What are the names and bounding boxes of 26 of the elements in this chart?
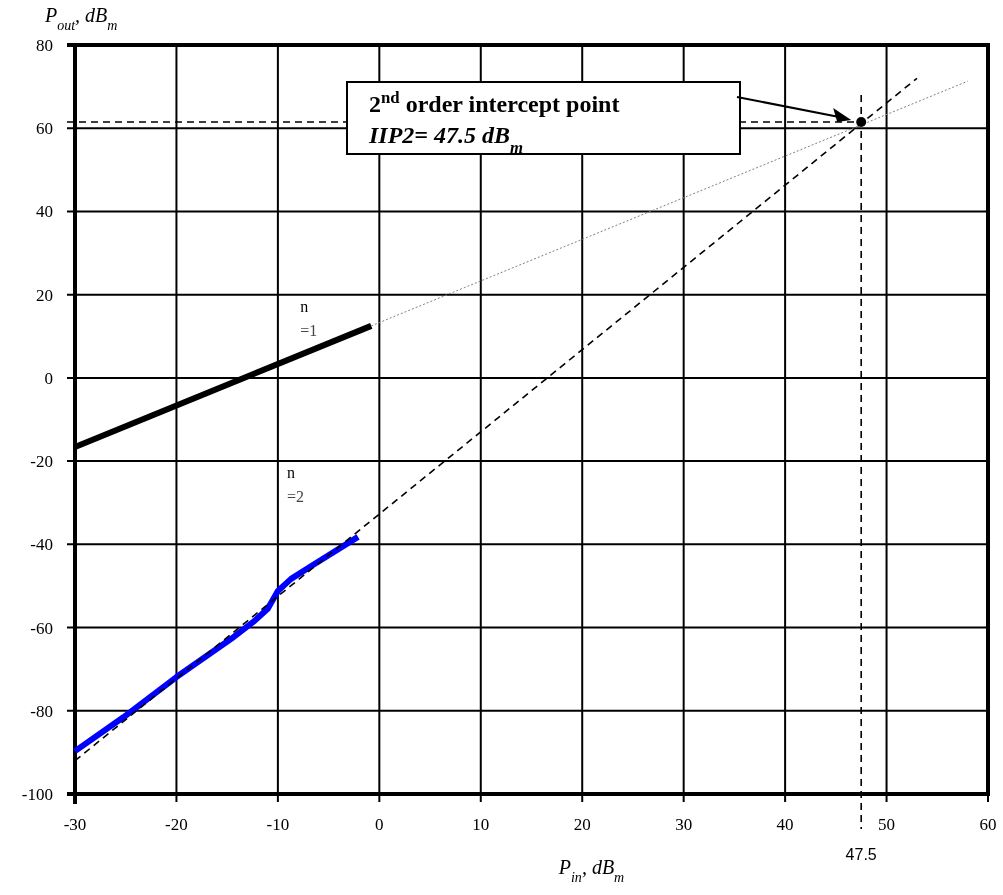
- y-tick-label: 0: [44, 368, 53, 388]
- annotation: 2$^{nd}$ order intercept point IIP2= 47.5 dB$_{m}$: [368, 87, 620, 157]
- y-tick-label: -20: [30, 452, 53, 472]
- x-tick-label: -20: [165, 815, 188, 834]
- y-tick-label: -80: [30, 701, 53, 721]
- ref-line-label: 47.5: [845, 846, 877, 863]
- y-axis-title: P$_{out}$, dB$_{m}$: [44, 4, 118, 33]
- y-tick-label: -40: [30, 535, 53, 555]
- y-tick-label: -100: [21, 784, 53, 804]
- x-axis-title: P$_{in}$, dB$_{m}$: [557, 856, 625, 885]
- y-tick-label: 80: [36, 35, 53, 55]
- x-tick-label: 10: [472, 815, 490, 834]
- x-tick-label: 0: [375, 815, 384, 834]
- y-tick-label: 60: [36, 119, 53, 139]
- annotation: n =1: [300, 297, 318, 339]
- x-tick-label: 40: [776, 815, 794, 834]
- y-tick-label: -60: [30, 618, 53, 638]
- x-tick-label: 60: [979, 815, 997, 834]
- x-tick-label: -30: [63, 815, 87, 834]
- x-tick-label: 50: [878, 815, 896, 834]
- y-tick-label: 20: [36, 285, 53, 305]
- x-tick-label: 30: [675, 815, 693, 834]
- y-tick-label: 40: [36, 202, 53, 222]
- annotation: n =2: [287, 464, 305, 506]
- x-tick-label: -10: [266, 815, 290, 834]
- x-tick-label: 20: [573, 815, 591, 834]
